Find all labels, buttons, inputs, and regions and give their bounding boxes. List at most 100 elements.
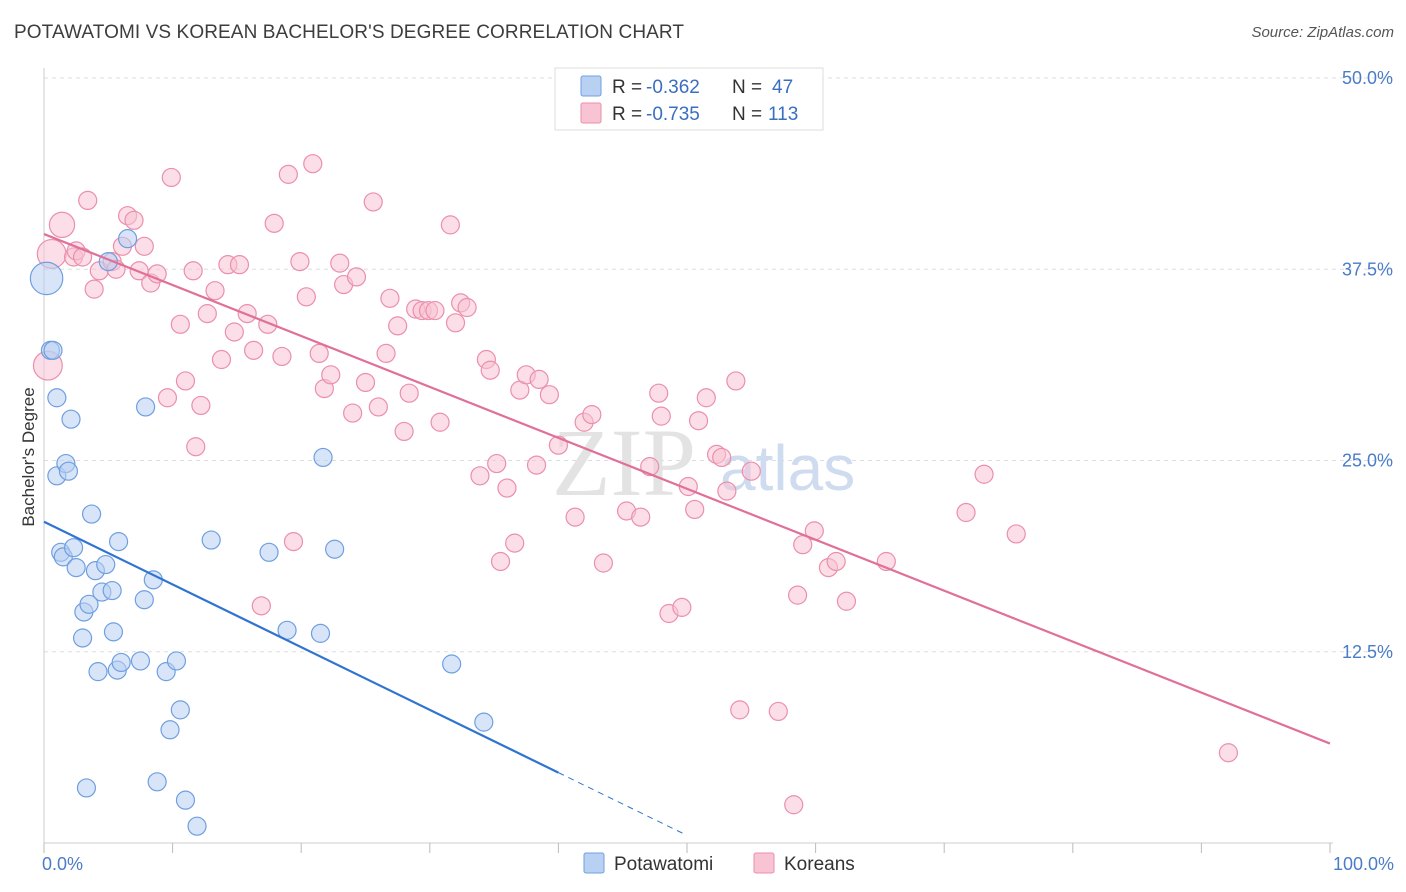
koreans-point-19 xyxy=(161,167,181,188)
koreans-point-55 xyxy=(394,421,414,442)
koreans-point-62 xyxy=(440,215,460,235)
potawatomi-point-45 xyxy=(442,654,462,674)
series-legend-swatch-koreans xyxy=(753,852,775,874)
koreans-point-36 xyxy=(272,346,292,367)
koreans-point-17 xyxy=(147,264,167,284)
koreans-point-61 xyxy=(430,412,450,432)
x-tick-label-min: 0.0% xyxy=(42,854,83,874)
stats-legend-swatch-koreans xyxy=(580,102,602,124)
koreans-point-101 xyxy=(784,795,804,815)
potawatomi-point-14 xyxy=(76,778,97,798)
koreans-point-75 xyxy=(526,455,547,475)
koreans-point-68 xyxy=(480,360,500,380)
potawatomi-point-32 xyxy=(147,772,167,792)
potawatomi-point-22 xyxy=(102,580,122,601)
koreans-point-79 xyxy=(565,507,585,527)
koreans-point-109 xyxy=(956,502,976,523)
chart-source: Source: ZipAtlas.com xyxy=(1251,24,1394,41)
potawatomi-point-16 xyxy=(81,504,102,524)
koreans-point-102 xyxy=(787,585,808,605)
stats-legend: R = -0.362 N = 47 R = -0.735 N = 113 xyxy=(554,67,824,131)
koreans-point-7 xyxy=(84,279,104,299)
koreans-point-18 xyxy=(157,388,178,408)
koreans-point-111 xyxy=(1006,524,1026,544)
koreans-point-47 xyxy=(343,403,363,423)
potawatomi-point-8 xyxy=(58,461,79,481)
koreans-point-72 xyxy=(505,533,525,553)
potawatomi-point-25 xyxy=(108,531,129,552)
koreans-point-52 xyxy=(376,343,396,363)
koreans-point-25 xyxy=(197,304,217,324)
koreans-point-99 xyxy=(741,461,761,481)
potawatomi-point-26 xyxy=(111,652,131,673)
koreans-point-70 xyxy=(490,551,511,572)
koreans-point-93 xyxy=(696,388,716,408)
x-tick-label-max: 100.0% xyxy=(1333,854,1394,874)
potawatomi-point-2 xyxy=(43,340,63,360)
stats-legend-n-label-koreans: N = xyxy=(732,104,762,125)
koreans-point-98 xyxy=(730,700,750,720)
koreans-point-69 xyxy=(487,453,507,474)
koreans-point-54 xyxy=(388,316,408,336)
potawatomi-point-23 xyxy=(103,622,124,642)
potawatomi-point-43 xyxy=(313,447,333,468)
koreans-point-37 xyxy=(278,164,298,184)
potawatomi-point-15 xyxy=(79,594,99,614)
koreans-point-95 xyxy=(712,447,732,468)
koreans-point-63 xyxy=(445,313,466,333)
koreans-point-23 xyxy=(186,437,206,457)
koreans-point-21 xyxy=(175,371,196,391)
koreans-point-33 xyxy=(251,596,271,616)
series-legend-label-koreans: Koreans xyxy=(784,854,855,875)
koreans-point-6 xyxy=(78,190,98,210)
koreans-point-51 xyxy=(368,397,388,417)
potawatomi-point-10 xyxy=(63,538,84,558)
koreans-point-96 xyxy=(717,481,737,501)
watermark-atlas: atlas xyxy=(720,432,855,504)
koreans-point-56 xyxy=(399,383,419,403)
koreans-point-20 xyxy=(170,314,190,334)
koreans-point-65 xyxy=(457,297,477,318)
potawatomi-point-20 xyxy=(96,554,116,575)
potawatomi-point-42 xyxy=(310,623,331,643)
y-axis-label: Bachelor's Degree xyxy=(19,387,38,526)
koreans-point-100 xyxy=(768,701,788,722)
potawatomi-point-28 xyxy=(130,651,151,671)
koreans-point-87 xyxy=(651,406,671,426)
series-legend-label-potawatomi: Potawatomi xyxy=(614,854,713,875)
koreans-point-5 xyxy=(72,247,93,267)
koreans-point-26 xyxy=(205,281,225,301)
potawatomi-point-39 xyxy=(201,530,221,550)
koreans-point-82 xyxy=(593,553,614,573)
stats-legend-r-value-potawatomi: -0.362 xyxy=(646,77,700,98)
potawatomi-point-44 xyxy=(325,539,345,559)
koreans-point-89 xyxy=(672,597,692,617)
y-tick-label-0: 12.5% xyxy=(1342,642,1393,662)
y-tick-label-1: 25.0% xyxy=(1342,451,1393,471)
potawatomi-point-46 xyxy=(474,712,494,732)
koreans-point-49 xyxy=(355,372,376,393)
koreans-point-92 xyxy=(688,411,709,431)
koreans-point-40 xyxy=(296,287,316,307)
koreans-point-39 xyxy=(290,252,310,272)
koreans-point-29 xyxy=(224,322,244,342)
koreans-point-35 xyxy=(264,213,284,233)
potawatomi-trend-extension xyxy=(558,772,688,836)
stats-legend-r-label-potawatomi: R = xyxy=(612,77,642,98)
y-tick-labels: 12.5% 25.0% 37.5% 50.0% xyxy=(1342,68,1393,662)
koreans-point-13 xyxy=(124,210,144,230)
koreans-point-24 xyxy=(191,395,211,416)
stats-legend-n-value-koreans: 113 xyxy=(768,104,798,125)
potawatomi-point-9 xyxy=(61,409,81,429)
koreans-point-81 xyxy=(582,405,602,425)
koreans-point-66 xyxy=(470,466,490,486)
koreans-point-84 xyxy=(631,507,651,527)
potawatomi-point-38 xyxy=(187,816,207,836)
potawatomi-point-11 xyxy=(66,557,86,578)
potawatomi-point-35 xyxy=(166,651,187,671)
trend-lines xyxy=(43,233,1331,836)
koreans-point-30 xyxy=(229,255,250,275)
koreans-point-15 xyxy=(134,236,154,256)
koreans-point-44 xyxy=(321,365,341,385)
